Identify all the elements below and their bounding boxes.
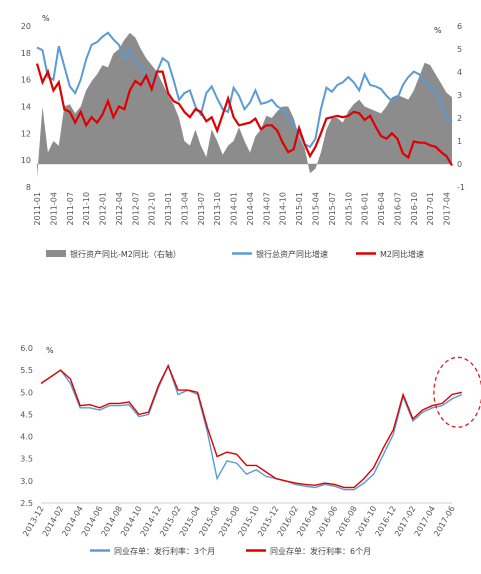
x-tick: 2013-10 — [213, 192, 222, 225]
x-tick: 2011-07 — [66, 192, 75, 225]
x-tick: 2016-01 — [361, 192, 370, 225]
y-tick: 4.0 — [20, 433, 33, 442]
legend-label-assets: 银行总资产同比增速 — [256, 249, 328, 259]
y-tick-left: 20 — [21, 22, 31, 31]
y-tick: 3.0 — [20, 477, 33, 486]
y-tick: 6.0 — [20, 344, 33, 353]
y-tick-right: -1 — [457, 183, 465, 192]
x-tick: 2012-10 — [148, 192, 157, 225]
series-line-3m — [40, 363, 463, 491]
x-tick: 2011-04 — [49, 192, 58, 225]
y-tick-left: 10 — [21, 156, 31, 165]
y-tick-left: 18 — [21, 49, 31, 58]
x-tick: 2015-07 — [328, 192, 337, 225]
x-tick: 2016-10 — [410, 192, 419, 225]
x-tick: 2012-01 — [99, 192, 108, 225]
x-tick: 2015-04 — [312, 192, 321, 225]
legend-label-3m: 同业存单：发行利率：3个月 — [114, 546, 215, 556]
x-tick: 2016-07 — [393, 192, 402, 225]
x-tick: 2017-04 — [443, 192, 452, 225]
x-tick: 2011-01 — [33, 192, 42, 225]
y-tick: 3.5 — [20, 455, 33, 464]
x-tick: 2013-07 — [197, 192, 206, 225]
y-tick-right: 5 — [457, 45, 462, 54]
legend-label-6m: 同业存单：发行利率：6个月 — [270, 546, 371, 556]
series-area-spread — [37, 32, 452, 178]
y-tick-left: 14 — [21, 103, 31, 112]
y-tick: 4.5 — [20, 410, 33, 419]
x-tick: 2014-07 — [262, 192, 271, 225]
series-line-m2 — [35, 63, 453, 167]
legend-label-m2: M2同比增速 — [380, 249, 424, 259]
y-tick-right: 2 — [457, 114, 462, 123]
y-tick: 5.5 — [20, 366, 33, 375]
y-tick-left: 8 — [26, 183, 31, 192]
legend-swatch-spread — [46, 250, 66, 257]
x-tick: 2013-04 — [180, 192, 189, 225]
x-tick: 2014-10 — [279, 192, 288, 225]
x-tick: 2012-04 — [115, 192, 124, 225]
x-tick: 2015-01 — [295, 192, 304, 225]
x-tick: 2011-10 — [82, 192, 91, 225]
y-tick-left: 12 — [21, 129, 31, 138]
x-tick: 2014-04 — [246, 192, 255, 225]
highlight-circle — [433, 356, 481, 428]
x-tick: 2012-07 — [131, 192, 140, 225]
y-unit-right: % — [434, 26, 442, 35]
y-unit: % — [46, 346, 54, 355]
y-unit-left: % — [42, 14, 50, 23]
y-tick-right: 1 — [457, 137, 462, 146]
series-line-total-assets — [36, 31, 453, 149]
legend-label-spread: 银行资产同比-M2同比（右轴） — [70, 249, 181, 259]
x-tick: 2014-01 — [230, 192, 239, 225]
y-tick-right: 3 — [457, 91, 462, 100]
x-tick: 2015-10 — [344, 192, 353, 225]
y-tick-right: 6 — [457, 22, 462, 31]
y-tick: 2.5 — [20, 499, 33, 508]
y-tick: 5.0 — [20, 388, 33, 397]
y-tick-right: 4 — [457, 68, 462, 77]
x-tick: 2013-01 — [164, 192, 173, 225]
y-tick-left: 16 — [21, 76, 31, 85]
x-tick: 2017-01 — [426, 192, 435, 225]
y-tick-right: 0 — [457, 160, 462, 169]
chart-ncd-rates: %2.53.03.54.04.55.05.56.02013-122014-022… — [20, 344, 481, 556]
x-tick: 2016-04 — [377, 192, 386, 225]
series-line-6m — [40, 363, 462, 489]
